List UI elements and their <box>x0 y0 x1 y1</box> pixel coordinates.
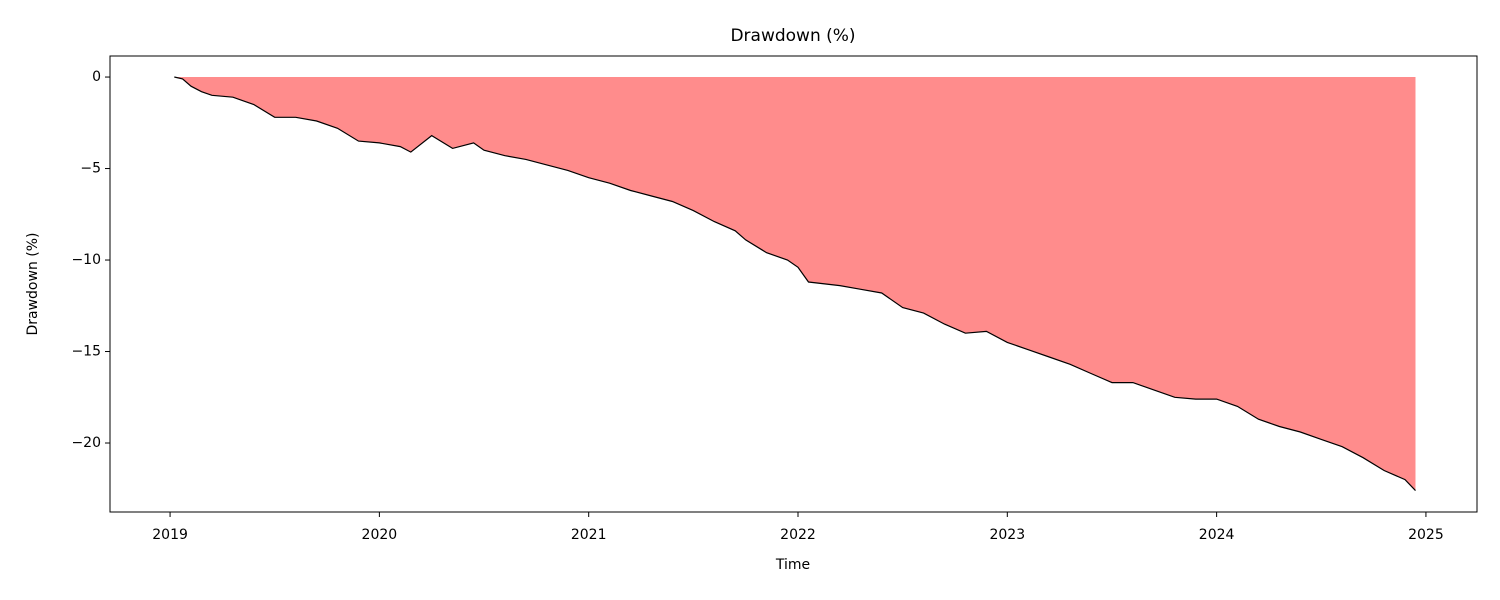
y-tick-label: −20 <box>71 435 101 451</box>
y-axis-label: Drawdown (%) <box>25 232 41 335</box>
x-tick-label: 2025 <box>1408 527 1444 543</box>
y-tick-label: 0 <box>92 69 101 85</box>
chart-title: Drawdown (%) <box>730 26 855 46</box>
plot-frame <box>109 55 1478 513</box>
x-tick-label: 2021 <box>571 527 607 543</box>
y-tick-label: −10 <box>71 252 101 268</box>
x-tick-label: 2024 <box>1199 527 1235 543</box>
y-tick-label: −15 <box>71 344 101 360</box>
y-tick-label: −5 <box>80 161 101 177</box>
x-tick-label: 2019 <box>152 527 188 543</box>
x-tick-label: 2022 <box>780 527 816 543</box>
drawdown-area <box>174 77 1416 491</box>
x-tick-label: 2023 <box>989 527 1025 543</box>
drawdown-line <box>174 76 1416 492</box>
x-axis-label: Time <box>775 557 810 573</box>
x-tick-label: 2020 <box>362 527 398 543</box>
